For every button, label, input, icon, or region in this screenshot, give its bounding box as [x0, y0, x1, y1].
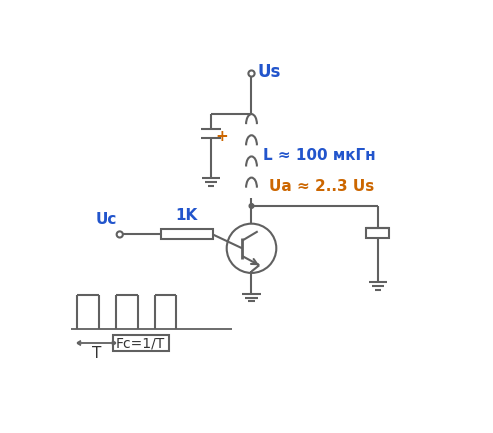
- Bar: [161, 229, 213, 239]
- Bar: [113, 335, 169, 352]
- Text: T: T: [92, 346, 101, 361]
- Text: L ≈ 100 мкГн: L ≈ 100 мкГн: [263, 149, 376, 163]
- Text: Ua ≈ 2..3 Us: Ua ≈ 2..3 Us: [269, 179, 374, 194]
- Text: 1K: 1K: [176, 207, 198, 223]
- Text: Uc: Uc: [95, 212, 117, 227]
- Bar: [366, 227, 389, 238]
- Text: Fc=1/T: Fc=1/T: [116, 336, 165, 350]
- Text: Us: Us: [258, 63, 281, 81]
- Circle shape: [249, 204, 254, 208]
- Text: +: +: [215, 129, 228, 144]
